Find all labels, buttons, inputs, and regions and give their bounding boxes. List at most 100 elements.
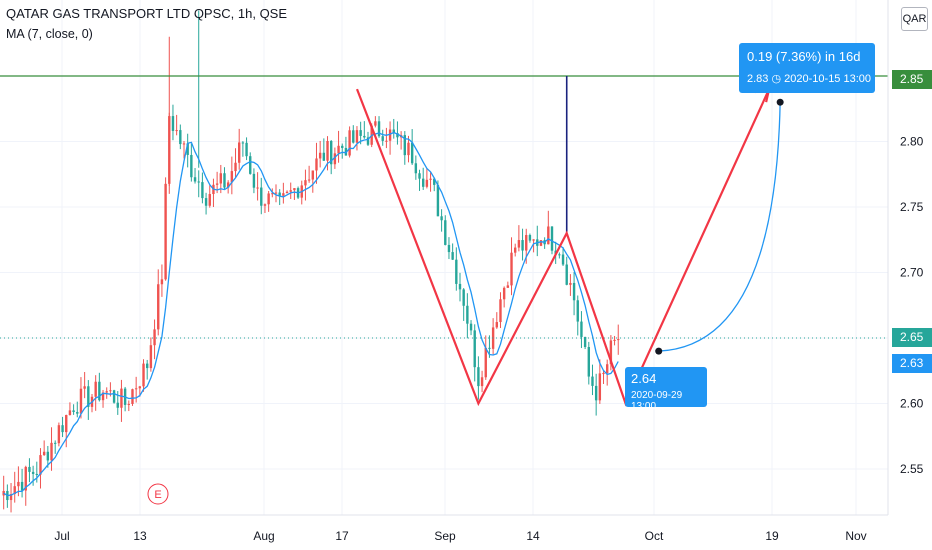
candle-body <box>418 173 421 179</box>
candle-body <box>547 226 550 245</box>
candle-body <box>42 451 46 456</box>
ma-line <box>3 131 619 497</box>
candle-body <box>201 182 204 199</box>
candle-body <box>179 130 182 145</box>
candle-body <box>440 216 443 221</box>
x-tick-label: 14 <box>526 529 540 543</box>
candle-body <box>252 173 256 188</box>
candle-body <box>87 386 90 407</box>
candle-body <box>333 153 337 165</box>
candle-body <box>403 135 406 156</box>
candle-body <box>98 381 101 401</box>
candle-body <box>521 240 524 251</box>
candle-body <box>617 339 620 341</box>
y-tick-label: 2.55 <box>900 462 924 476</box>
candle-body <box>274 192 278 194</box>
svg-text:E: E <box>154 489 161 501</box>
candle-body <box>407 142 410 156</box>
candle-body <box>61 425 64 433</box>
candle-body <box>561 254 565 265</box>
candle-body <box>142 363 145 387</box>
candle-body <box>425 179 429 187</box>
earnings-event-marker[interactable]: E <box>147 483 169 505</box>
candle-body <box>495 322 498 328</box>
candle-body <box>477 367 480 387</box>
candle-body <box>13 486 16 495</box>
candle-body <box>532 239 535 241</box>
projection-headline: 0.19 (7.36%) in 16d <box>747 49 861 64</box>
candle-body <box>337 145 340 154</box>
candle-body <box>466 305 469 324</box>
candle-body <box>392 129 395 134</box>
candle-body <box>285 191 289 194</box>
candle-body <box>433 178 436 185</box>
projection-target-time: 2020-10-15 13:00 <box>784 73 872 85</box>
time-axis[interactable]: Jul 13 Aug 17 Sep 14 Oct 19 Nov <box>54 529 866 543</box>
candle-body <box>311 170 314 180</box>
candle-body <box>363 135 366 138</box>
w-pattern-line[interactable] <box>355 88 771 407</box>
x-tick-label: Nov <box>845 529 866 543</box>
candle-body <box>583 336 587 348</box>
target-price-tag: 2.85 <box>892 70 932 89</box>
candle-body <box>510 252 513 286</box>
candle-body <box>9 494 13 501</box>
candle-body <box>116 402 119 408</box>
candle-body <box>79 388 83 414</box>
candle-body <box>160 279 164 285</box>
candle-body <box>447 244 451 253</box>
projection-start-label[interactable]: 2.64 2020-09-29 13:00 <box>625 367 707 412</box>
candle-body <box>54 442 57 444</box>
candle-body <box>422 178 425 187</box>
candle-body <box>580 321 583 337</box>
candle-body <box>484 347 487 378</box>
x-tick-label: Oct <box>645 529 664 543</box>
candle-body <box>76 411 79 414</box>
candle-body <box>436 184 440 217</box>
candle-body <box>396 133 399 138</box>
candle-body <box>263 204 267 206</box>
candle-body <box>558 254 561 256</box>
candle-body <box>598 373 602 401</box>
candle-body <box>131 389 134 404</box>
candle-body <box>249 156 252 174</box>
candle-body <box>127 403 130 405</box>
projection-target-price: 2.83 <box>747 73 769 85</box>
projection-start-point[interactable] <box>655 347 663 355</box>
x-tick-label: Jul <box>54 529 69 543</box>
candle-body <box>480 377 484 387</box>
candle-body <box>591 376 594 386</box>
candle-body <box>39 455 42 475</box>
candle-body <box>414 163 418 174</box>
candle-body <box>230 171 234 183</box>
candle-body <box>473 330 476 368</box>
candle-body <box>572 282 576 301</box>
candle-body <box>381 136 384 141</box>
candle-body <box>193 177 197 182</box>
candle-body <box>101 392 105 401</box>
projection-end-point[interactable] <box>776 98 784 106</box>
projection-label[interactable]: 0.19 (7.36%) in 16d 2.83 ◷ 2020-10-15 13… <box>739 43 875 93</box>
candle-body <box>72 410 75 412</box>
clock-icon: ◷ <box>771 73 782 85</box>
candle-body <box>352 130 355 143</box>
last-price-tag: 2.65 <box>892 328 932 347</box>
currency-badge[interactable]: QAR <box>901 7 928 31</box>
price-axis[interactable]: 2.552.602.652.702.752.80 <box>900 135 924 477</box>
candle-body <box>256 187 259 189</box>
x-tick-label: Aug <box>253 529 274 543</box>
candle-body <box>587 347 590 377</box>
candle-body <box>293 188 296 191</box>
chart-title[interactable]: QATAR GAS TRANSPORT LTD QPSC, 1h, QSE <box>6 6 288 21</box>
candle-body <box>315 158 318 171</box>
candle-body <box>282 193 285 196</box>
indicator-legend[interactable]: MA (7, close, 0) <box>6 27 93 41</box>
candle-body <box>374 121 377 126</box>
candle-body <box>234 162 237 172</box>
candle-body <box>613 339 616 341</box>
projection-curve[interactable] <box>658 102 781 352</box>
candle-body <box>550 226 554 251</box>
y-tick-label: 2.70 <box>900 266 924 280</box>
candle-body <box>65 415 68 433</box>
